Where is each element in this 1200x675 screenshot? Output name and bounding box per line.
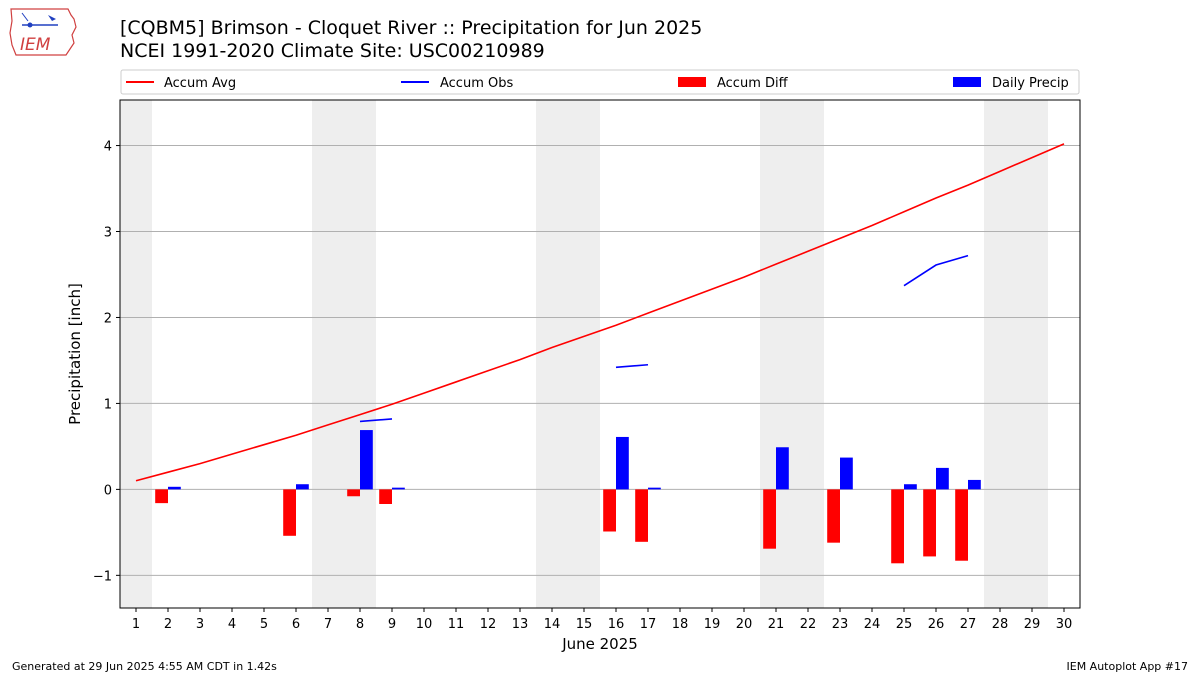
xtick-label-27: 27: [960, 617, 977, 632]
xtick-label-13: 13: [512, 617, 529, 632]
daily-precip-bar-23: [840, 457, 853, 490]
daily-precip-bar-25: [904, 484, 917, 490]
xtick-label-8: 8: [356, 617, 364, 632]
legend-item-daily-precip: Daily Precip: [953, 76, 1069, 91]
xtick-label-25: 25: [896, 617, 913, 632]
xtick-label-11: 11: [448, 617, 465, 632]
xtick-label-12: 12: [480, 617, 497, 632]
xtick-label-6: 6: [292, 617, 300, 632]
accum-diff-bar-17: [635, 489, 648, 542]
accum-obs-line-1: [615, 363, 649, 369]
xtick-label-28: 28: [992, 617, 1009, 632]
accum-obs-line-0: [359, 418, 393, 423]
ytick-label-2: 2: [104, 311, 112, 326]
legend-label-daily-precip: Daily Precip: [992, 76, 1069, 91]
ytick-label-3: 3: [104, 226, 112, 241]
ytick-label-1: 1: [104, 397, 112, 412]
xtick-label-19: 19: [704, 617, 721, 632]
xtick-label-10: 10: [416, 617, 433, 632]
ytick-label-0: 0: [104, 483, 112, 498]
chart-subtitle: NCEI 1991-2020 Climate Site: USC00210989: [120, 40, 545, 62]
xtick-label-30: 30: [1056, 617, 1073, 632]
legend-item-accum-obs: Accum Obs: [401, 76, 513, 91]
accum-diff-bar-16: [603, 489, 616, 532]
daily-precip-bar-8: [360, 430, 373, 490]
iem-logo: IEM: [8, 5, 80, 60]
xtick-label-17: 17: [640, 617, 657, 632]
accum-diff-bar-26: [923, 489, 936, 557]
accum-diff-bar-2: [155, 489, 168, 504]
xtick-label-24: 24: [864, 617, 881, 632]
accum-obs-line-2: [903, 254, 969, 287]
y-axis-label: Precipitation [inch]: [66, 283, 84, 425]
xtick-label-15: 15: [576, 617, 593, 632]
y-axis: −1 0 1 2 3 4: [93, 140, 120, 584]
accum-diff-bar-27: [955, 489, 968, 561]
accum-avg-line: [135, 143, 1065, 482]
xtick-label-5: 5: [260, 617, 268, 632]
xtick-label-22: 22: [800, 617, 817, 632]
plot-frame: [119, 99, 1081, 609]
xtick-label-4: 4: [228, 617, 236, 632]
x-axis: 1 2 3 4 5 6 7 8 9 10 11 12 13 14 15 16 17 18 19 20 21 22 23 24 2…: [132, 608, 1072, 632]
legend-box: [120, 69, 1080, 95]
accum-diff-bar-23: [827, 489, 840, 543]
accum-diff-bar-8: [347, 489, 360, 497]
series-lines: [135, 143, 1065, 482]
app-label: IEM Autoplot App #17: [1066, 660, 1189, 673]
chart-title: [CQBM5] Brimson - Cloquet River :: Preci…: [120, 17, 703, 39]
daily-precip-bar-27: [968, 479, 981, 490]
daily-precip-bar-9: [392, 487, 405, 490]
xtick-label-21: 21: [768, 617, 785, 632]
legend: Accum Avg Accum Obs Accum Diff Daily Pre…: [120, 69, 1080, 95]
weekend-shade-4: [984, 100, 1048, 608]
xtick-label-20: 20: [736, 617, 753, 632]
accum-diff-bar-25: [891, 489, 904, 564]
xtick-label-3: 3: [196, 617, 204, 632]
accum-diff-bar-21: [763, 489, 776, 549]
legend-swatch-daily-precip: [953, 77, 981, 87]
weekend-shading: [120, 100, 1048, 608]
xtick-label-26: 26: [928, 617, 945, 632]
xtick-label-7: 7: [324, 617, 332, 632]
x-axis-label: June 2025: [561, 635, 638, 653]
legend-swatch-accum-diff: [678, 77, 706, 87]
accum-diff-bar-6: [283, 489, 296, 536]
daily-precip-bar-26: [936, 467, 949, 490]
weekend-shade-2: [536, 100, 600, 608]
generated-timestamp: Generated at 29 Jun 2025 4:55 AM CDT in …: [12, 660, 277, 673]
xtick-label-18: 18: [672, 617, 689, 632]
xtick-label-23: 23: [832, 617, 849, 632]
weekend-shade-0: [120, 100, 152, 608]
ytick-label-4: 4: [104, 140, 112, 155]
daily-precip-bar-6: [296, 484, 309, 490]
logo-text: IEM: [20, 35, 51, 55]
legend-label-accum-obs: Accum Obs: [440, 76, 513, 91]
legend-label-accum-diff: Accum Diff: [717, 76, 789, 91]
ytick-label--1: −1: [93, 569, 112, 584]
daily-precip-bar-2: [168, 486, 181, 490]
weekend-shade-1: [312, 100, 376, 608]
bars: [155, 430, 981, 564]
legend-item-accum-avg: Accum Avg: [126, 76, 236, 91]
daily-precip-bar-21: [776, 447, 789, 490]
accum-diff-bar-9: [379, 489, 392, 504]
xtick-label-2: 2: [164, 617, 172, 632]
xtick-label-9: 9: [388, 617, 396, 632]
xtick-label-14: 14: [544, 617, 561, 632]
daily-precip-bar-17: [648, 487, 661, 490]
grid-lines: [120, 145, 1080, 576]
legend-item-accum-diff: Accum Diff: [678, 76, 789, 91]
xtick-label-1: 1: [132, 617, 140, 632]
daily-precip-bar-16: [616, 436, 629, 490]
xtick-label-16: 16: [608, 617, 625, 632]
xtick-label-29: 29: [1024, 617, 1041, 632]
legend-label-accum-avg: Accum Avg: [164, 76, 236, 91]
